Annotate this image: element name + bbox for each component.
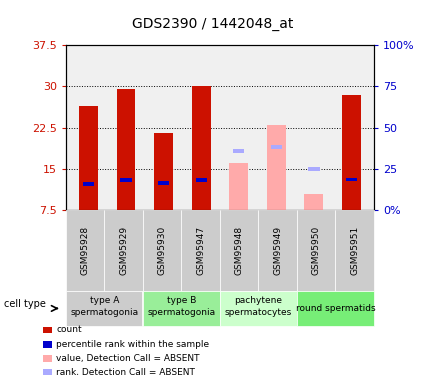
Text: type A: type A [90,296,119,304]
Text: spermatocytes: spermatocytes [225,308,292,316]
Text: round spermatids: round spermatids [296,304,375,313]
Bar [346,177,357,182]
Text: GSM95928: GSM95928 [81,226,90,275]
Bar [267,125,286,210]
Bar [271,146,282,149]
Bar [154,133,173,210]
Text: rank, Detection Call = ABSENT: rank, Detection Call = ABSENT [56,368,195,375]
Text: GSM95947: GSM95947 [196,226,205,275]
Bar [116,89,136,210]
Bar [304,194,323,210]
Text: value, Detection Call = ABSENT: value, Detection Call = ABSENT [56,354,200,363]
Bar [342,94,361,210]
Bar [79,105,98,210]
Text: pachytene: pachytene [235,296,283,304]
Bar [308,167,320,171]
Text: GSM95930: GSM95930 [158,226,167,275]
Bar [158,182,169,185]
Text: GSM95951: GSM95951 [350,226,359,275]
Text: cell type: cell type [4,299,46,309]
Text: GSM95929: GSM95929 [119,226,128,275]
Text: GSM95949: GSM95949 [273,226,282,275]
Bar [196,178,207,182]
Text: GSM95948: GSM95948 [235,226,244,275]
Bar [230,163,248,210]
Bar [233,148,244,153]
Bar [120,178,132,182]
Text: type B: type B [167,296,196,304]
Bar [192,86,210,210]
Text: percentile rank within the sample: percentile rank within the sample [56,340,209,349]
Text: count: count [56,326,82,334]
Text: spermatogonia: spermatogonia [147,308,215,316]
Text: GDS2390 / 1442048_at: GDS2390 / 1442048_at [132,17,293,31]
Text: GSM95950: GSM95950 [312,226,321,275]
Bar [83,182,94,186]
Text: spermatogonia: spermatogonia [70,308,139,316]
